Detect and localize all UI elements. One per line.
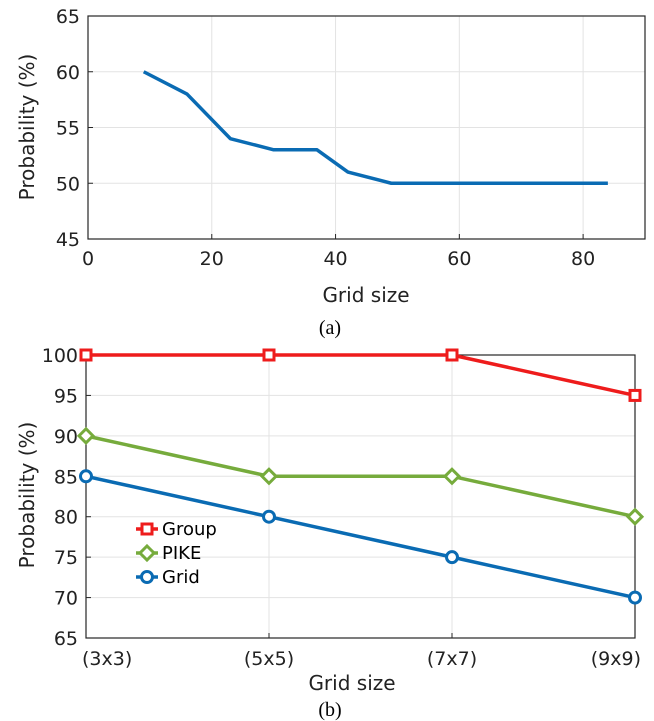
chart-b-data-point-pike [76, 426, 96, 445]
chart-b-data-point-pike [442, 467, 462, 486]
chart-a-y-axis-label: Probability (%) [15, 54, 39, 201]
chart-b-y-ticks: 65 70 75 80 85 90 95 100 [42, 345, 91, 650]
chart-b-data-point-pike [625, 507, 645, 526]
chart-a-x-axis-label: Grid size [322, 283, 409, 307]
chart-a-y-tick-label: 50 [56, 173, 80, 195]
chart-a-series [142, 70, 608, 185]
chart-b-gridlines [85, 354, 636, 639]
chart-a-y-tick-label: 45 [56, 229, 80, 251]
chart-b-data-point-group [445, 348, 459, 362]
chart-a-x-tick-label: 40 [323, 248, 347, 270]
chart-b-series-line-grid [85, 474, 636, 600]
chart-b-x-tick-label: (7x7) [427, 648, 477, 670]
chart-b-y-tick-label: 80 [54, 507, 78, 529]
chart-b-y-tick-label: 85 [54, 466, 78, 488]
chart-b-y-tick-label: 75 [54, 547, 78, 569]
chart-b-x-axis-label: Grid size [308, 671, 395, 695]
chart-a-x-tick-label: 0 [82, 248, 94, 270]
chart-a-series-line [142, 70, 608, 185]
chart-a-x-ticks: 0 20 40 60 80 [82, 234, 595, 270]
chart-a-gridlines [87, 15, 645, 240]
chart-b-x-tick-label: (9x9) [591, 648, 641, 670]
chart-b-data-point-grid [262, 509, 276, 524]
chart-a-y-tick-label: 55 [56, 118, 80, 140]
chart-b-data-point-grid [445, 550, 459, 565]
chart-b-legend: Group PIKE Grid [136, 519, 217, 588]
chart-b-data-point-grid [628, 590, 642, 605]
chart-b-y-tick-label: 90 [54, 426, 78, 448]
chart-b-data-point-grid [79, 469, 93, 484]
chart-b-data-point-group [79, 348, 93, 362]
chart-b-caption: (b) [318, 699, 341, 721]
chart-b-y-tick-label: 95 [54, 385, 78, 407]
chart-b-y-axis-label: Probability (%) [15, 422, 39, 569]
chart-b-plot-frame [85, 354, 636, 639]
chart-b-x-ticks: (3x3) (5x5) (7x7) (9x9) [82, 633, 641, 670]
chart-b-series-line-pike [85, 434, 636, 519]
chart-a: 0 20 40 60 80 45 50 55 60 65 Grid size Probabili… [15, 6, 646, 339]
chart-b-y-tick-label: 70 [54, 588, 78, 610]
legend-label-grid: Grid [162, 567, 200, 588]
legend-marker-grid [140, 570, 154, 584]
chart-a-x-tick-label: 60 [447, 248, 471, 270]
legend-marker-group [140, 522, 154, 536]
chart-b-y-tick-label: 100 [42, 345, 78, 367]
chart-a-caption: (a) [319, 317, 341, 339]
chart-a-y-ticks: 45 50 55 60 65 [56, 6, 93, 251]
chart-a-x-tick-label: 20 [200, 248, 224, 270]
chart-b-series [76, 348, 645, 605]
chart-b-data-point-group [628, 388, 642, 402]
chart-b-series-line-group [86, 353, 636, 398]
chart-b-x-tick-label: (3x3) [82, 648, 132, 670]
chart-a-y-tick-label: 65 [56, 6, 80, 28]
chart-b-data-point-group [262, 348, 276, 362]
chart-b: (3x3) (5x5) (7x7) (9x9) 65 70 75 80 85 90 95 100 G… [15, 345, 645, 721]
chart-a-x-tick-label: 80 [571, 248, 595, 270]
legend-label-pike: PIKE [162, 543, 201, 564]
chart-b-x-tick-label: (5x5) [244, 648, 294, 670]
legend-label-group: Group [162, 519, 217, 540]
chart-b-data-point-pike [259, 467, 279, 486]
chart-a-y-tick-label: 60 [56, 62, 80, 84]
chart-b-y-tick-label: 65 [54, 628, 78, 650]
legend-marker-pike [137, 543, 157, 563]
